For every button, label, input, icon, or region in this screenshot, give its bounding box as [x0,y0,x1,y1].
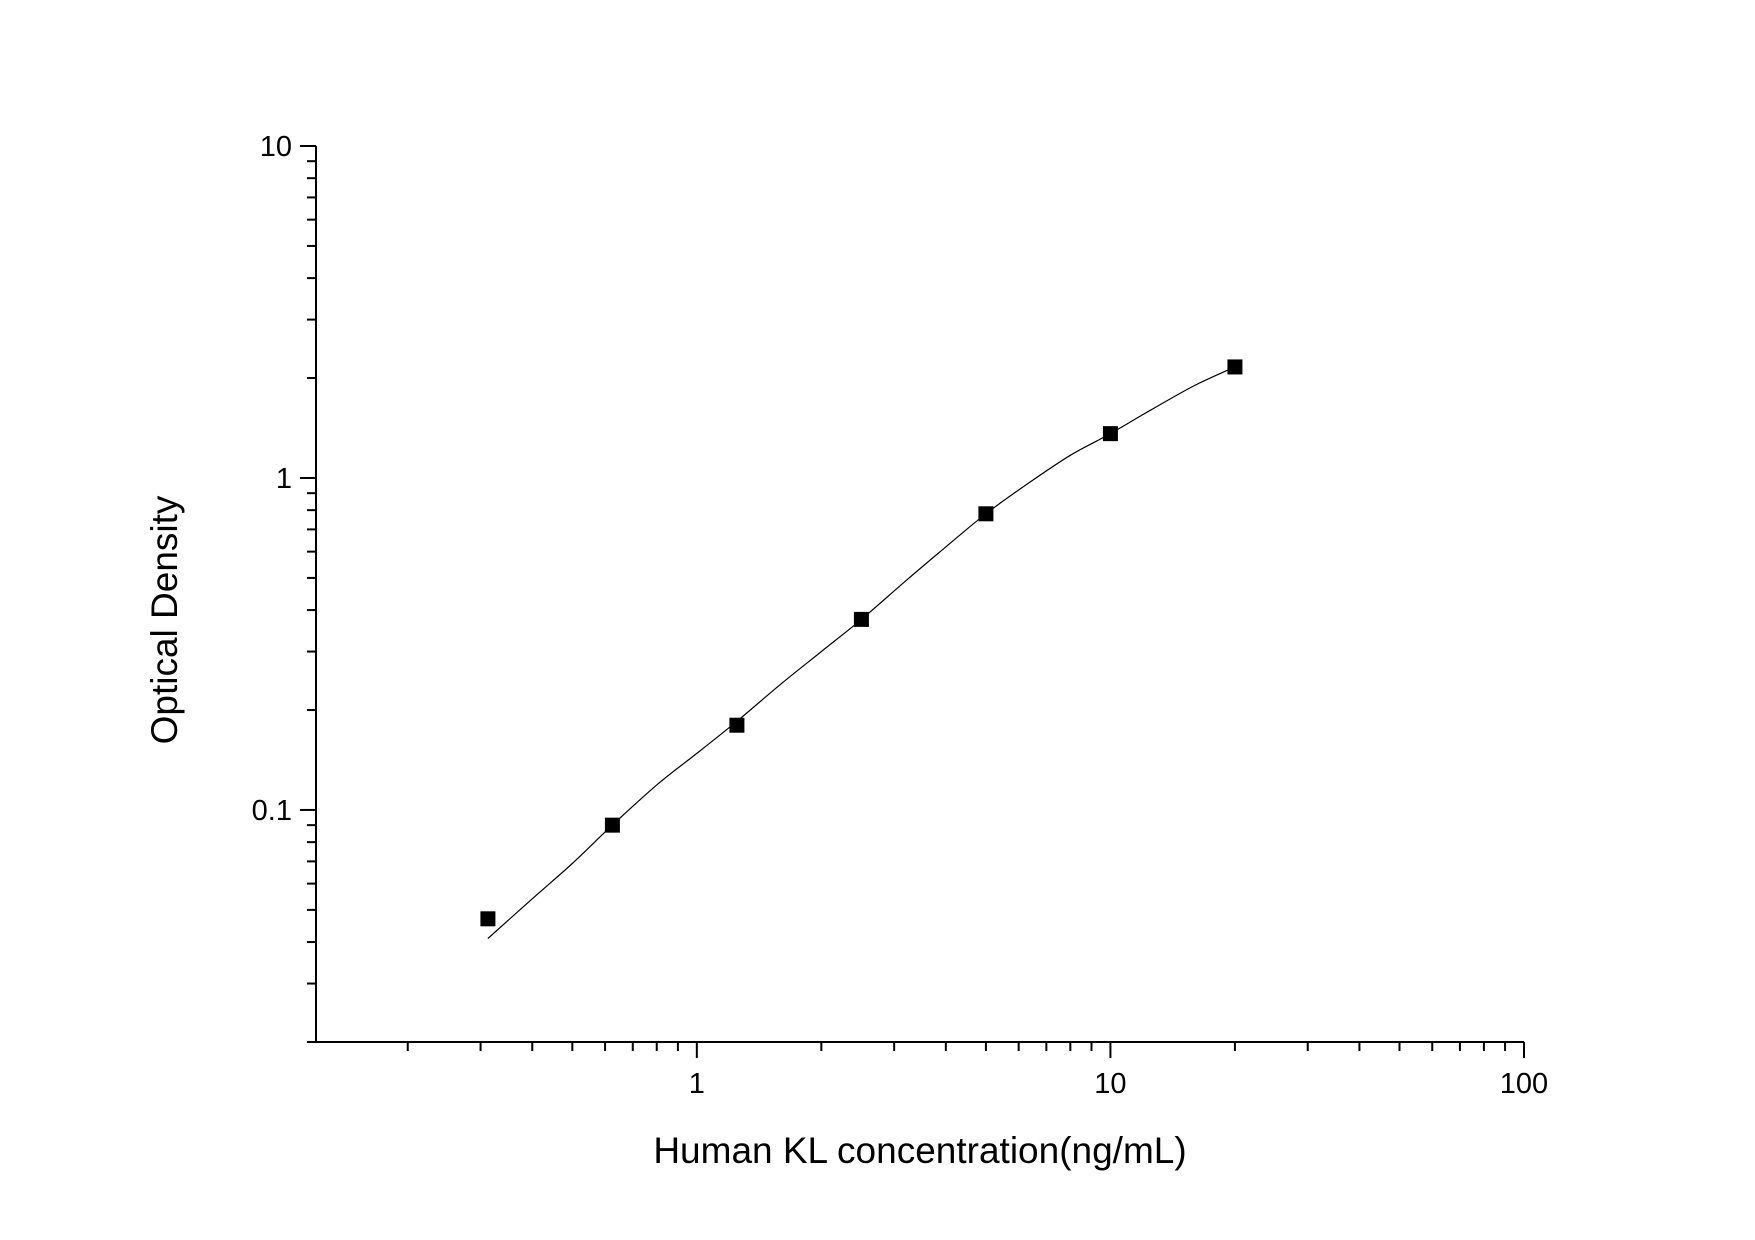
data-point [729,717,745,733]
fit-curve-layer [487,366,1236,939]
x-tick-label: 100 [1500,1068,1548,1100]
y-tick-label: 1 [276,463,292,495]
data-point [480,911,496,927]
data-point [1102,426,1118,442]
y-axis-title: Optical Density [144,495,185,744]
data-point [604,817,620,833]
data-point [1227,359,1243,375]
x-ticks: 1 10 100 [406,1042,1548,1100]
x-axis-title: Human KL concentration(ng/mL) [653,1130,1186,1171]
x-tick-label: 10 [1094,1068,1126,1100]
x-tick-label: 1 [689,1068,705,1100]
chart-axes: 1 10 100 0.1 1 10 [252,131,1549,1100]
data-point [978,506,994,522]
data-points-layer [480,359,1243,927]
y-tick-label: 0.1 [252,795,292,827]
fit-curve-line [487,366,1236,939]
data-point [853,611,869,627]
y-ticks: 0.1 1 10 [252,131,316,1043]
y-tick-label: 10 [260,131,292,163]
